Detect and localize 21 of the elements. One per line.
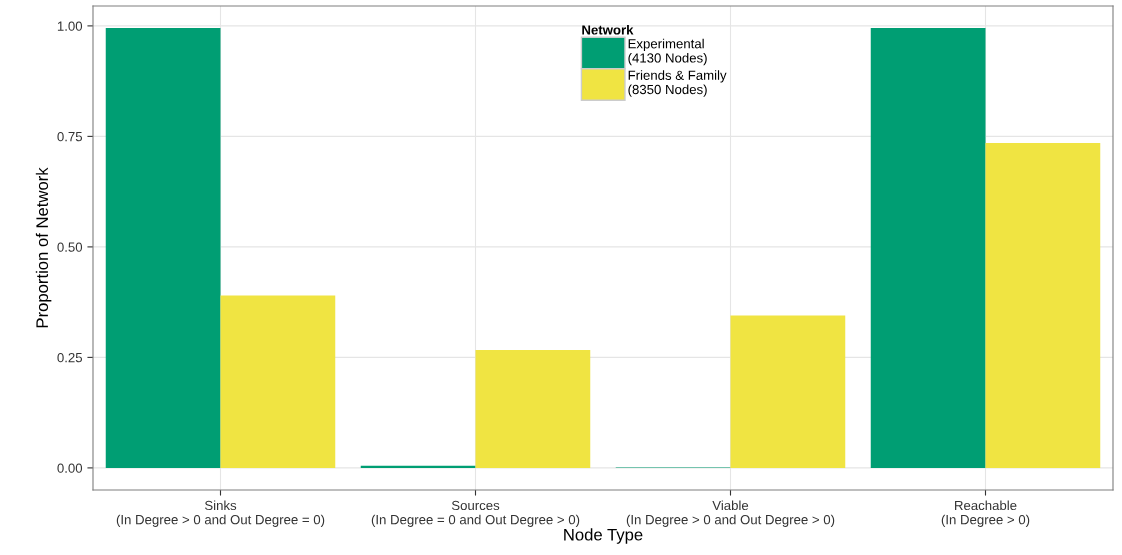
bar	[360, 465, 476, 468]
x-tick-label: Sources (In Degree = 0 and Out Degree > 0)	[371, 500, 580, 527]
x-axis-title: Node Type	[564, 528, 643, 544]
bar	[730, 315, 846, 468]
y-tick-label: 0.25	[57, 352, 83, 363]
bar	[220, 295, 336, 468]
y-tick-label: 0.50	[57, 242, 83, 252]
y-tick-label: 0.75	[57, 131, 83, 142]
x-tick-label: Sinks (In Degree > 0 and Out Degree = 0)	[116, 500, 325, 527]
legend-label: Friends & Family (8350 Nodes)	[628, 70, 727, 97]
y-axis-title: Proportion of Network	[35, 167, 52, 328]
bar	[475, 349, 591, 468]
y-tick-label: 1.00	[57, 21, 83, 31]
legend-label: Experimental (4130 Nodes)	[628, 38, 707, 66]
legend-title: Network	[582, 24, 634, 35]
x-tick-label: Reachable (In Degree > 0)	[941, 500, 1030, 527]
bar	[870, 28, 986, 468]
bar	[105, 28, 221, 468]
bar	[985, 143, 1101, 468]
x-tick-label: Viable (In Degree > 0 and Out Degree > 0)	[626, 500, 835, 527]
y-tick-label: 0.00	[57, 463, 83, 473]
